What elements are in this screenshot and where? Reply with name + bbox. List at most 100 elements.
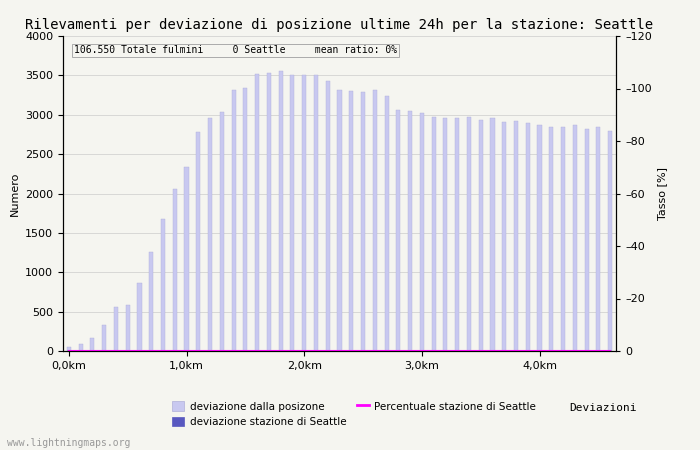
Bar [208, 118, 212, 351]
Bar [550, 126, 553, 351]
Title: Rilevamenti per deviazione di posizione ultime 24h per la stazione: Seattle: Rilevamenti per deviazione di posizione … [25, 18, 654, 32]
Percentuale stazione di Seattle [500, 348, 508, 354]
Percentuale stazione di Seattle [359, 348, 368, 354]
Bar [538, 125, 542, 351]
Percentuale stazione di Seattle [112, 348, 120, 354]
Bar [173, 189, 177, 351]
Percentuale stazione di Seattle [347, 348, 356, 354]
Percentuale stazione di Seattle [230, 348, 238, 354]
Bar [455, 118, 459, 351]
Percentuale stazione di Seattle [300, 348, 309, 354]
Text: www.lightningmaps.org: www.lightningmaps.org [7, 438, 130, 448]
Percentuale stazione di Seattle [394, 348, 402, 354]
Percentuale stazione di Seattle [536, 348, 544, 354]
Percentuale stazione di Seattle [241, 348, 250, 354]
Percentuale stazione di Seattle [206, 348, 214, 354]
Bar [526, 123, 530, 351]
Percentuale stazione di Seattle [135, 348, 143, 354]
Bar [90, 338, 94, 351]
Percentuale stazione di Seattle [606, 348, 615, 354]
Bar [78, 344, 83, 351]
Bar [573, 125, 577, 351]
Percentuale stazione di Seattle [323, 348, 332, 354]
Bar [196, 132, 200, 351]
Bar [396, 110, 400, 351]
Bar [432, 117, 435, 351]
Percentuale stazione di Seattle [171, 348, 179, 354]
Bar [137, 284, 141, 351]
Percentuale stazione di Seattle [265, 348, 273, 354]
Percentuale stazione di Seattle [123, 348, 132, 354]
Percentuale stazione di Seattle [382, 348, 391, 354]
Bar [608, 130, 612, 351]
Percentuale stazione di Seattle [194, 348, 202, 354]
Percentuale stazione di Seattle [370, 348, 379, 354]
Bar [102, 325, 106, 351]
Bar [502, 122, 506, 351]
Percentuale stazione di Seattle [477, 348, 485, 354]
Percentuale stazione di Seattle [582, 348, 591, 354]
Bar [232, 90, 236, 351]
Bar [220, 112, 224, 351]
Bar [372, 90, 377, 351]
Percentuale stazione di Seattle [547, 348, 556, 354]
Y-axis label: Tasso [%]: Tasso [%] [657, 167, 667, 220]
Percentuale stazione di Seattle [182, 348, 190, 354]
Bar [408, 111, 412, 351]
Bar [596, 127, 601, 351]
Bar [349, 91, 354, 351]
Percentuale stazione di Seattle [453, 348, 461, 354]
Bar [149, 252, 153, 351]
Bar [244, 88, 247, 351]
Percentuale stazione di Seattle [147, 348, 155, 354]
Percentuale stazione di Seattle [559, 348, 567, 354]
Bar [326, 81, 330, 351]
Percentuale stazione di Seattle [406, 348, 414, 354]
Bar [443, 118, 447, 351]
Bar [185, 167, 188, 351]
Text: Deviazioni: Deviazioni [570, 403, 637, 413]
Percentuale stazione di Seattle [88, 348, 97, 354]
Bar [561, 127, 565, 351]
Percentuale stazione di Seattle [159, 348, 167, 354]
Bar [161, 220, 165, 351]
Bar [479, 120, 483, 351]
Percentuale stazione di Seattle [524, 348, 532, 354]
Bar [491, 118, 494, 351]
Percentuale stazione di Seattle [418, 348, 426, 354]
Percentuale stazione di Seattle [100, 348, 108, 354]
Percentuale stazione di Seattle [512, 348, 520, 354]
Bar [302, 75, 307, 351]
Percentuale stazione di Seattle [335, 348, 344, 354]
Bar [420, 113, 424, 351]
Bar [314, 75, 318, 351]
Y-axis label: Numero: Numero [10, 171, 20, 216]
Percentuale stazione di Seattle [276, 348, 285, 354]
Bar [255, 74, 259, 351]
Bar [126, 306, 130, 351]
Bar [337, 90, 342, 351]
Percentuale stazione di Seattle [441, 348, 449, 354]
Bar [361, 92, 365, 351]
Percentuale stazione di Seattle [594, 348, 603, 354]
Percentuale stazione di Seattle [64, 348, 73, 354]
Percentuale stazione di Seattle [76, 348, 85, 354]
Legend: deviazione dalla posizone, deviazione stazione di Seattle, Percentuale stazione : deviazione dalla posizone, deviazione st… [168, 397, 540, 431]
Bar [279, 71, 283, 351]
Percentuale stazione di Seattle [570, 348, 579, 354]
Percentuale stazione di Seattle [218, 348, 226, 354]
Percentuale stazione di Seattle [253, 348, 261, 354]
Bar [290, 75, 295, 351]
Percentuale stazione di Seattle [489, 348, 497, 354]
Bar [384, 96, 388, 351]
Percentuale stazione di Seattle [465, 348, 473, 354]
Bar [584, 129, 589, 351]
Bar [467, 117, 471, 351]
Percentuale stazione di Seattle [312, 348, 320, 354]
Bar [114, 307, 118, 351]
Percentuale stazione di Seattle [288, 348, 297, 354]
Bar [66, 347, 71, 351]
Bar [514, 121, 518, 351]
Text: 106.550 Totale fulmini     0 Seattle     mean ratio: 0%: 106.550 Totale fulmini 0 Seattle mean ra… [74, 45, 397, 55]
Bar [267, 73, 271, 351]
